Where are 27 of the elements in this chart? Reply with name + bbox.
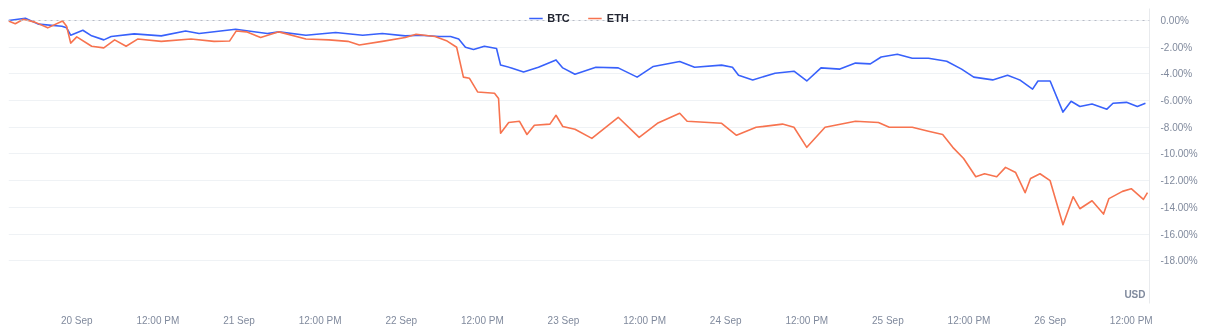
- x-tick-label: 12:00 PM: [623, 314, 666, 326]
- x-tick-label: 20 Sep: [60, 314, 94, 326]
- y-tick-label: -10.00%: [1160, 148, 1198, 160]
- x-tick-label: 22 Sep: [385, 314, 418, 326]
- y-tick-label: -12.00%: [1160, 175, 1198, 187]
- legend-label: BTC: [547, 12, 570, 24]
- x-tick-label: 12:00 PM: [1109, 314, 1153, 326]
- x-tick-label: 24 Sep: [709, 314, 742, 326]
- y-tick-label: -4.00%: [1160, 68, 1193, 80]
- x-tick-label: 12:00 PM: [947, 314, 991, 326]
- x-tick-label: 12:00 PM: [298, 314, 342, 326]
- y-tick-label: -18.00%: [1160, 255, 1198, 267]
- x-tick-label: 21 Sep: [223, 314, 256, 326]
- x-tick-label: 26 Sep: [1034, 314, 1067, 326]
- x-tick-label: 12:00 PM: [136, 314, 180, 326]
- y-tick-label: -6.00%: [1160, 95, 1193, 107]
- x-tick-label: 12:00 PM: [460, 314, 504, 326]
- x-tick-label: 25 Sep: [872, 314, 905, 326]
- legend-label: ETH: [606, 12, 629, 24]
- y-tick-label: -8.00%: [1160, 121, 1193, 133]
- y-tick-label: -16.00%: [1160, 228, 1198, 240]
- y-tick-label: 0.00%: [1160, 15, 1189, 27]
- y-tick-label: -14.00%: [1160, 201, 1198, 213]
- x-tick-label: 23 Sep: [547, 314, 580, 326]
- annotation: USD: [1124, 288, 1146, 300]
- y-tick-label: -2.00%: [1160, 41, 1193, 53]
- x-tick-label: 12:00 PM: [785, 314, 829, 326]
